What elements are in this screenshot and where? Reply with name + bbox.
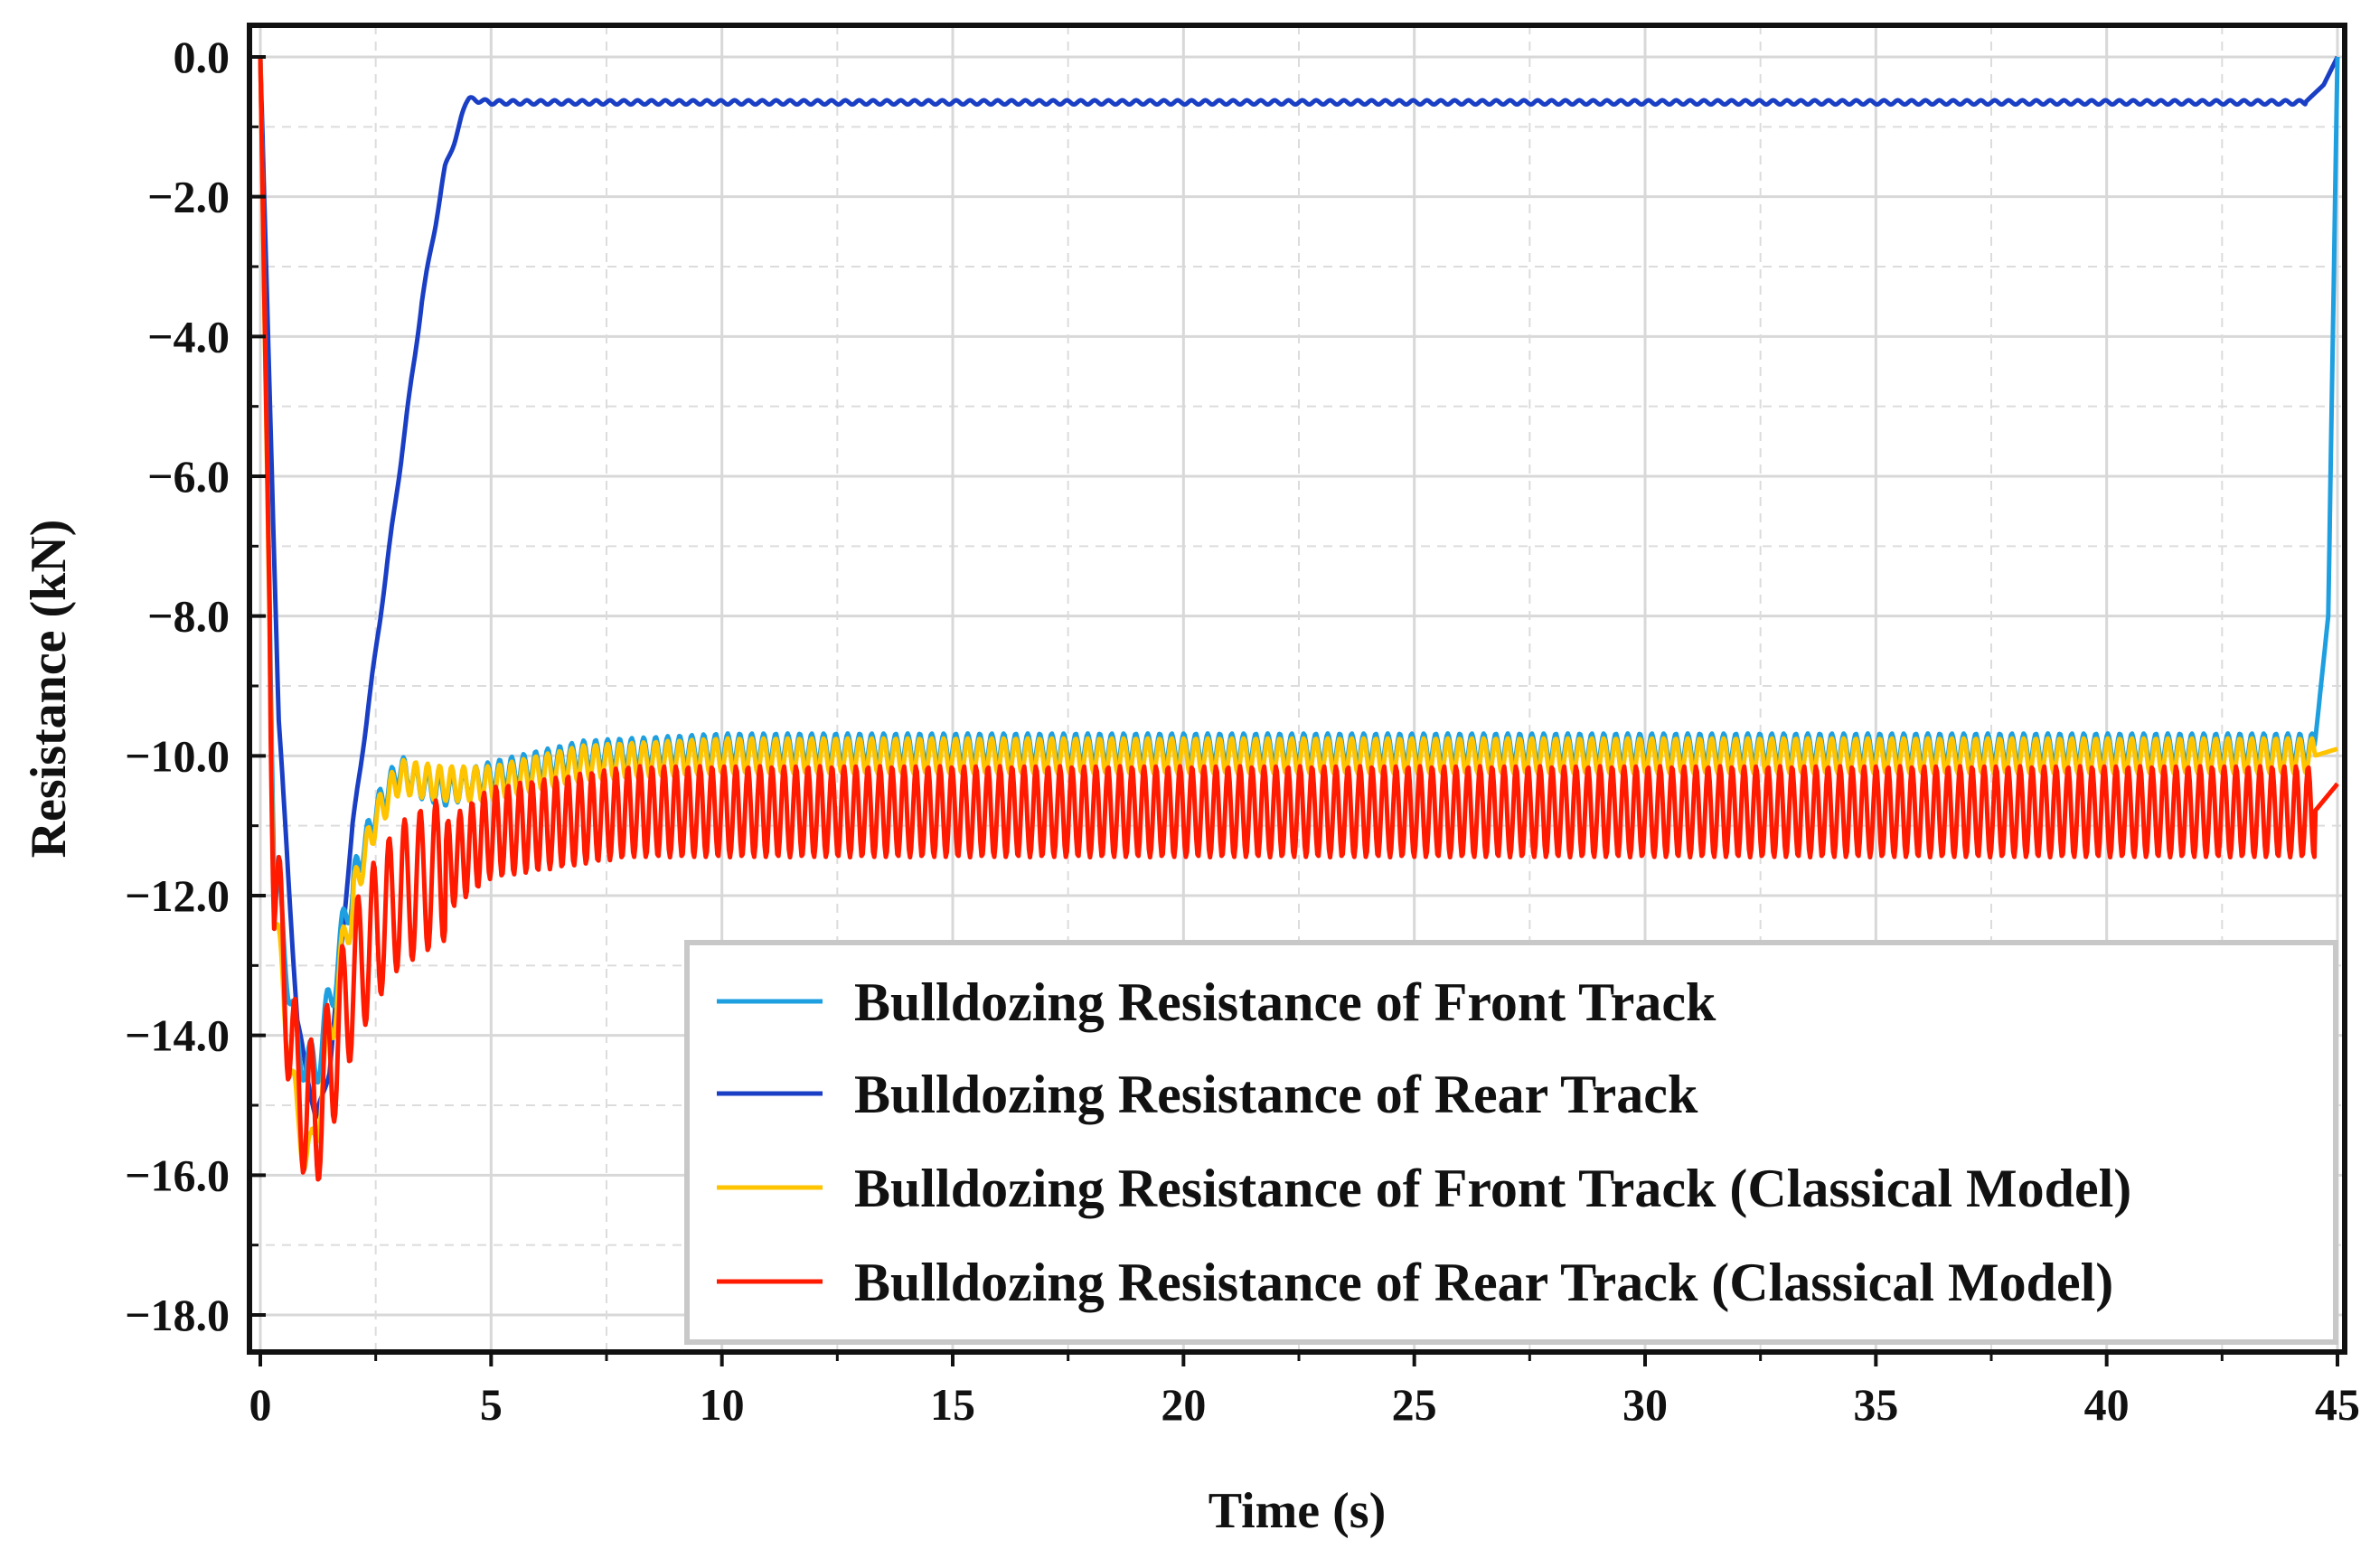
x-tick-label: 25 (1392, 1379, 1437, 1430)
x-tick-label: 15 (930, 1379, 975, 1430)
y-tick-label: 0.0 (174, 32, 230, 82)
y-tick-label: −12.0 (125, 870, 230, 921)
x-tick-label: 0 (249, 1379, 272, 1430)
y-tick-label: −10.0 (125, 730, 230, 781)
legend-label-front-track: Bulldozing Resistance of Front Track (854, 972, 1716, 1032)
series-layer (258, 55, 2340, 1182)
y-tick-label: −2.0 (147, 172, 230, 222)
x-axis-title: Time (s) (1209, 1483, 1387, 1539)
legend-label-front-track-classical: Bulldozing Resistance of Front Track (Cl… (854, 1159, 2131, 1218)
x-tick-label: 10 (700, 1379, 745, 1430)
x-tick-label: 30 (1622, 1379, 1668, 1430)
plot-frame (247, 23, 2347, 1355)
legend: Bulldozing Resistance of Front Track Bul… (684, 940, 2338, 1345)
x-tick-label: 40 (2084, 1379, 2130, 1430)
y-tick-label: −16.0 (125, 1150, 230, 1200)
y-tick-label: −4.0 (147, 311, 230, 361)
legend-label-rear-track-classical: Bulldozing Resistance of Rear Track (Cla… (854, 1253, 2113, 1312)
y-axis-title: Resistance (kN) (21, 520, 77, 859)
x-tick-label: 5 (480, 1379, 503, 1430)
series-rear-track (258, 55, 2340, 1121)
y-tick-label: −14.0 (125, 1010, 230, 1061)
y-tick-label: −6.0 (147, 451, 230, 502)
x-tick-label: 35 (1853, 1379, 1898, 1430)
y-tick-label: −18.0 (125, 1290, 230, 1340)
y-axis: 0.0 −2.0 −4.0 −6.0 −8.0 −10.0 −12.0 −14.0 −16.0 −… (125, 32, 266, 1340)
x-tick-label: 45 (2315, 1379, 2360, 1430)
legend-label-rear-track: Bulldozing Resistance of Rear Track (854, 1065, 1698, 1124)
legend-box (684, 940, 2338, 1345)
y-tick-label: −8.0 (147, 591, 230, 642)
series-rear-track-classical (258, 56, 2339, 1182)
x-axis: 0 5 10 15 20 25 30 35 40 45 (249, 1352, 2360, 1430)
x-tick-label: 20 (1161, 1379, 1206, 1430)
